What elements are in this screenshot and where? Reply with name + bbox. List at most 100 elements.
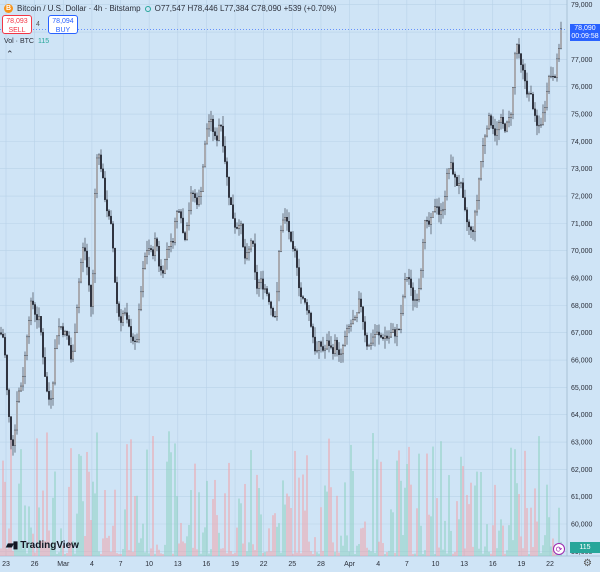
candle-down	[253, 243, 256, 273]
time-axis-tick: 13	[460, 561, 468, 568]
candle-up	[444, 196, 447, 210]
volume-bar	[196, 549, 198, 556]
candle-down	[300, 287, 303, 297]
gear-icon[interactable]: ⚙	[583, 558, 592, 569]
volume-bar	[508, 525, 510, 556]
candle-down	[251, 240, 254, 244]
candle-up	[344, 336, 347, 346]
volume-bar	[228, 462, 230, 556]
candle-up	[488, 115, 491, 130]
volume-bar	[434, 553, 436, 556]
collapse-legend-icon[interactable]: ⌃	[6, 49, 14, 59]
candle-up	[422, 242, 425, 271]
buy-button[interactable]: 78,094 BUY	[48, 15, 78, 34]
candle-up	[71, 350, 74, 360]
candle-down	[67, 335, 70, 346]
volume-bar	[280, 552, 282, 556]
volume-bar	[282, 480, 284, 556]
candle-up	[24, 355, 27, 377]
volume-bar	[184, 543, 186, 556]
volume-bar	[48, 530, 50, 556]
candle-up	[284, 217, 287, 221]
sell-button[interactable]: 78,093 SELL	[2, 15, 32, 34]
candle-down	[256, 271, 259, 289]
volume-bar	[212, 498, 214, 556]
candle-down	[308, 310, 311, 314]
volume-bar	[460, 456, 462, 556]
volume-bar	[324, 485, 326, 556]
candle-down	[338, 349, 341, 355]
symbol-title[interactable]: Bitcoin / U.S. Dollar · 4h · Bitstamp	[17, 4, 141, 13]
volume-bar	[492, 525, 494, 556]
candle-up	[77, 281, 80, 308]
price-axis-tick: 68,000	[571, 303, 593, 310]
volume-bar	[530, 507, 532, 556]
candle-down	[215, 135, 218, 141]
volume-bar	[272, 515, 274, 556]
candle-down	[231, 204, 234, 219]
symbol-legend: B Bitcoin / U.S. Dollar · 4h · Bitstamp …	[4, 4, 337, 13]
buy-price: 78,094	[52, 18, 74, 25]
volume-bar	[498, 530, 500, 556]
volume-bar	[358, 544, 360, 556]
candle-up	[348, 326, 351, 329]
candle-down	[227, 176, 230, 198]
candle-down	[492, 125, 495, 129]
volume-bar	[274, 513, 276, 556]
volume-bar	[386, 552, 388, 556]
volume-bar	[422, 553, 424, 556]
volume-bar	[62, 545, 64, 556]
candle-down	[524, 69, 527, 82]
scroll-to-realtime-icon[interactable]: ⟳	[553, 543, 565, 555]
volume-bar	[490, 553, 492, 556]
candle-up	[175, 211, 178, 222]
candle-down	[522, 64, 525, 71]
candle-up	[370, 342, 373, 346]
candle-down	[241, 223, 244, 247]
volume-bar	[300, 553, 302, 556]
candle-down	[304, 298, 307, 303]
volume-bar	[558, 507, 560, 556]
price-axis-tick: 60,000	[571, 522, 593, 529]
volume-bar	[236, 527, 238, 556]
volume-bar	[432, 446, 434, 556]
candle-down	[36, 314, 39, 321]
volume-bar	[310, 551, 312, 556]
volume-bar	[268, 528, 270, 556]
candle-down	[330, 345, 333, 348]
volume-bar	[450, 530, 452, 556]
volume-bar	[136, 495, 138, 556]
candle-down	[11, 439, 14, 446]
volume-bar	[314, 537, 316, 556]
volume-bar	[242, 543, 244, 556]
volume-bar	[138, 542, 140, 556]
volume-bar	[52, 497, 54, 556]
volume-bar	[104, 490, 106, 556]
tradingview-logo[interactable]: ▰▮ TradingView	[6, 540, 79, 551]
volume-bar	[298, 477, 300, 556]
volume-legend[interactable]: Vol · BTC 115	[4, 38, 49, 45]
volume-bar	[148, 553, 150, 556]
candle-down	[34, 304, 37, 315]
candle-up	[137, 309, 140, 340]
candle-down	[113, 247, 116, 283]
candle-down	[101, 168, 104, 179]
candle-up	[374, 334, 377, 338]
volume-bar	[38, 507, 40, 556]
volume-bar	[80, 455, 82, 556]
candle-up	[147, 248, 150, 251]
candle-up	[404, 278, 407, 298]
candle-down	[229, 197, 232, 206]
volume-bar	[334, 551, 336, 556]
volume-bar	[88, 471, 90, 556]
candle-up	[207, 121, 210, 130]
volume-bar	[302, 474, 304, 556]
volume-bar	[410, 484, 412, 556]
candle-down	[191, 192, 194, 194]
candle-up	[402, 296, 405, 314]
volume-bar	[224, 493, 226, 556]
volume-bar	[36, 438, 38, 556]
volume-bar	[70, 448, 72, 556]
price-axis-tick: 62,000	[571, 467, 593, 474]
